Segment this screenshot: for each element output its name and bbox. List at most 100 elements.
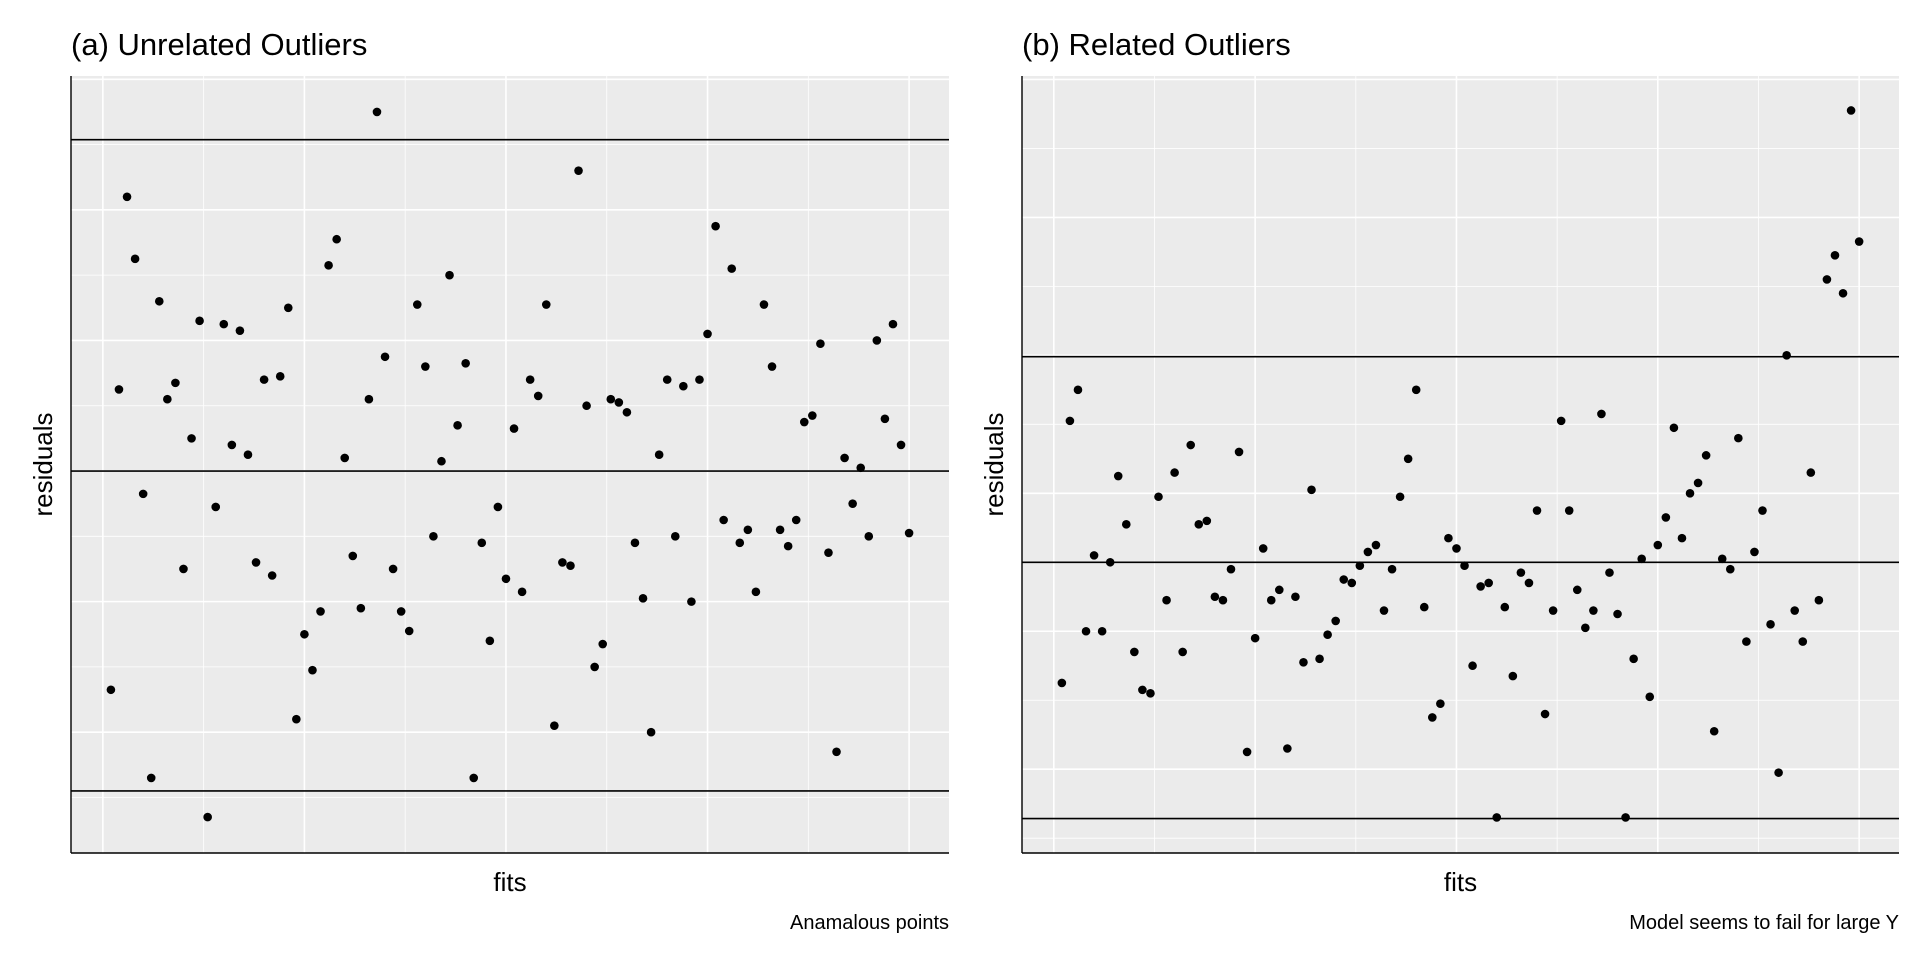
y-axis-label: residuals [28,412,58,516]
scatter-panel: (a) Unrelated Outliers fits residuals Anama… [28,27,949,934]
point [767,362,777,371]
point [743,525,753,535]
point [1653,540,1663,550]
point [550,721,559,730]
point [1436,699,1445,708]
point [154,296,164,306]
point [1589,606,1598,615]
point [598,639,608,649]
point [1444,533,1453,543]
point [832,747,841,757]
point [1492,813,1502,822]
point [1798,637,1808,646]
point [316,607,325,616]
point [1452,544,1461,553]
point [775,525,785,535]
point [227,440,237,450]
point [292,714,301,724]
plot-background [71,76,949,853]
point [1250,633,1260,643]
point [1572,585,1582,595]
point [1065,416,1075,426]
point [1371,540,1381,550]
point [1275,585,1284,595]
point [1830,251,1840,260]
point [888,319,898,329]
point [1307,485,1316,495]
point [388,564,398,574]
point [308,665,317,675]
point [1411,385,1421,395]
point [195,316,204,326]
point [687,597,696,606]
point [1621,813,1630,822]
point [179,564,188,574]
point [1524,578,1534,588]
point [1605,568,1614,577]
point [469,773,479,783]
point [477,538,487,548]
point [1581,623,1590,633]
point [1258,544,1268,553]
point [235,326,245,335]
point [1685,488,1695,498]
point [1693,478,1703,488]
y-axis-label: residuals [979,412,1009,516]
point [1460,561,1469,571]
point [1564,506,1574,515]
point [138,489,148,499]
point [501,574,511,584]
point [509,424,519,433]
x-axis-label: fits [1444,867,1477,897]
point [1613,609,1622,619]
point [1226,564,1236,574]
point [727,264,737,273]
point [808,411,817,420]
point [122,192,132,202]
point [646,727,656,737]
point [1734,433,1743,443]
point [1677,533,1687,543]
point [453,421,462,430]
point [1758,506,1767,515]
point [445,270,454,280]
point [840,453,849,463]
point [1669,423,1679,433]
point [1540,709,1550,719]
x-axis-label: fits [493,867,526,897]
point [1178,647,1187,657]
point [816,339,825,349]
point [146,773,156,783]
point [1146,689,1155,698]
point [638,594,648,603]
point [1081,626,1091,636]
point [340,453,350,463]
point [1782,351,1791,360]
point [533,391,543,401]
point [1532,506,1542,515]
point [1838,288,1848,298]
point [1701,451,1711,460]
point [1347,578,1357,588]
point [243,450,253,460]
point [259,375,269,384]
point [1113,471,1123,481]
point [541,300,551,309]
point [211,502,221,512]
point [1105,557,1115,567]
point [848,499,857,508]
point [437,456,446,466]
point [606,394,616,404]
chart-title: (b) Related Outliers [1022,27,1291,62]
point [662,375,672,384]
point [558,558,567,567]
point [187,434,196,443]
point [1403,454,1413,464]
point [1725,564,1735,574]
point [380,352,390,362]
point [1291,592,1300,602]
point [130,254,140,264]
point [1500,602,1510,612]
point [1419,602,1429,612]
point [759,300,769,309]
